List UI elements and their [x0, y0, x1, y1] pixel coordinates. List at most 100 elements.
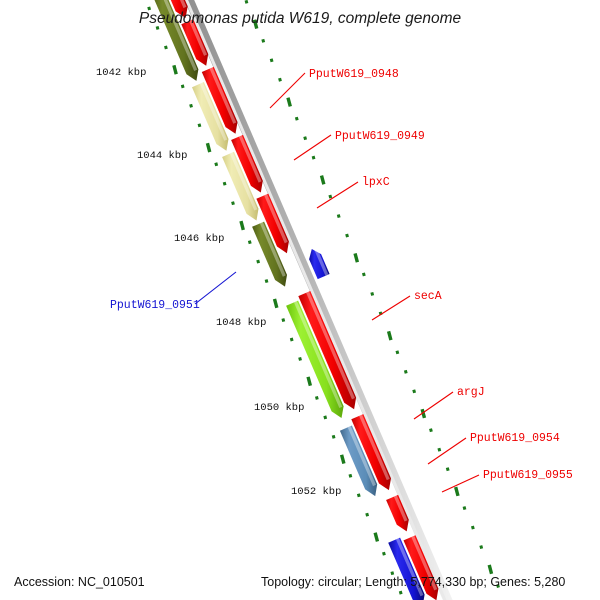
scale-tick-minor	[331, 434, 336, 439]
scale-label: 1046 kbp	[174, 233, 224, 245]
gene-label[interactable]: PputW619_0948	[309, 68, 399, 81]
scale-tick-minor	[462, 506, 467, 511]
gene-arrow[interactable]	[231, 134, 263, 193]
outer-gene-track[interactable]	[150, 0, 425, 600]
scale-tick-minor	[256, 259, 261, 264]
scale-tick-major	[353, 252, 360, 263]
scale-tick-minor	[281, 318, 286, 322]
scale-tick-minor	[164, 45, 168, 50]
scale-tick-minor	[261, 38, 266, 43]
scale-tick-minor	[356, 493, 361, 498]
gene-arrow-highlight	[313, 246, 329, 276]
scale-tick-minor	[445, 467, 450, 472]
gene-label[interactable]: PputW619_0949	[335, 130, 425, 143]
scale-tick-major	[306, 376, 313, 387]
gene-arrow[interactable]	[256, 193, 289, 254]
scale-tick-minor	[361, 272, 366, 277]
scale-label: 1042 kbp	[96, 67, 146, 79]
gene-label-leader-line	[371, 295, 411, 321]
gene-arrow[interactable]	[181, 19, 209, 66]
gene-arrow[interactable]	[252, 221, 287, 287]
scale-tick-minor	[214, 162, 219, 167]
gene-arrow[interactable]	[222, 151, 259, 221]
scale-tick-layer	[147, 0, 500, 595]
scale-tick-minor	[348, 473, 353, 478]
gene-label-leader-line	[316, 181, 359, 209]
gene-arrow-highlight	[199, 82, 228, 141]
scale-tick-minor	[294, 116, 299, 121]
gene-arrow[interactable]	[403, 535, 439, 600]
scale-tick-major	[205, 142, 212, 153]
scale-tick-minor	[269, 58, 274, 63]
scale-tick-minor	[403, 369, 408, 374]
gene-arrow[interactable]	[339, 425, 378, 497]
scale-tick-minor	[311, 155, 316, 160]
axis-backbone	[184, 0, 453, 600]
gene-arrow[interactable]	[386, 494, 409, 532]
scale-tick-minor	[470, 525, 475, 530]
scale-tick-minor	[328, 194, 333, 199]
gene-label-leader-line	[293, 134, 332, 161]
gene-label-leader-line	[413, 391, 454, 420]
scale-tick-minor	[298, 357, 302, 361]
gene-arrow[interactable]	[150, 0, 199, 81]
scale-tick-minor	[412, 389, 417, 394]
scale-tick-minor	[395, 350, 400, 355]
scale-tick-minor	[155, 26, 160, 30]
scale-tick-major	[286, 97, 292, 107]
gene-label-leader-line	[427, 437, 467, 465]
scale-tick-major	[319, 175, 326, 185]
scale-tick-major	[454, 486, 460, 497]
gene-arrow-highlight	[238, 135, 262, 183]
scale-tick-minor	[437, 447, 442, 452]
scale-tick-minor	[231, 201, 235, 206]
gene-arrow[interactable]	[309, 249, 330, 280]
gene-arrow-highlight	[209, 67, 237, 124]
scale-tick-minor	[314, 395, 319, 400]
gene-arrow[interactable]	[298, 291, 357, 410]
gene-label[interactable]: PputW619_0951	[110, 299, 200, 312]
scale-tick-major	[339, 454, 346, 464]
axis-highlight	[184, 0, 447, 600]
scale-label: 1052 kbp	[291, 486, 341, 498]
scale-tick-minor	[289, 337, 294, 342]
scale-tick-minor	[398, 590, 403, 595]
gene-arrow-highlight	[179, 0, 187, 9]
left-gene-track[interactable]	[309, 246, 483, 600]
gene-arrow[interactable]	[286, 300, 344, 418]
gene-arrow-highlight	[347, 426, 376, 487]
gene-label[interactable]: secA	[414, 290, 442, 303]
gene-arrow[interactable]	[388, 537, 425, 600]
gene-label-leader-line	[194, 271, 237, 305]
scale-tick-minor	[365, 512, 370, 517]
gene-label-layer[interactable]: PputW619_0948 PputW619_0949 lpxC PputW619_0…	[110, 68, 573, 482]
scale-tick-major	[272, 298, 279, 309]
gene-arrow[interactable]	[192, 82, 229, 151]
gene-arrow-highlight	[163, 0, 198, 71]
gene-arrow[interactable]	[201, 66, 238, 134]
gene-arrow[interactable]	[165, 0, 188, 18]
scale-tick-minor	[303, 136, 308, 141]
scale-tick-minor	[382, 551, 386, 556]
gene-label[interactable]: lpxC	[362, 176, 390, 189]
scale-tick-major	[239, 220, 245, 231]
gene-arrow[interactable]	[351, 414, 391, 491]
scale-tick-minor	[147, 6, 152, 11]
gene-arrow-highlight	[229, 152, 258, 211]
gene-label[interactable]: PputW619_0955	[483, 469, 573, 482]
scale-tick-minor	[429, 428, 433, 433]
axis-line	[184, 0, 453, 600]
scale-tick-minor	[496, 584, 500, 588]
gene-label-leader-line	[441, 474, 480, 493]
scale-tick-major	[373, 532, 380, 542]
scale-tick-major	[172, 64, 178, 75]
gene-arrow-highlight	[264, 194, 288, 244]
scale-tick-minor	[336, 214, 341, 218]
gene-arrow-highlight	[411, 535, 438, 591]
gene-label[interactable]: PputW619_0954	[470, 432, 560, 445]
scale-tick-minor	[278, 77, 282, 82]
inner-gene-track[interactable]	[165, 0, 439, 600]
gene-label[interactable]: argJ	[457, 386, 485, 399]
